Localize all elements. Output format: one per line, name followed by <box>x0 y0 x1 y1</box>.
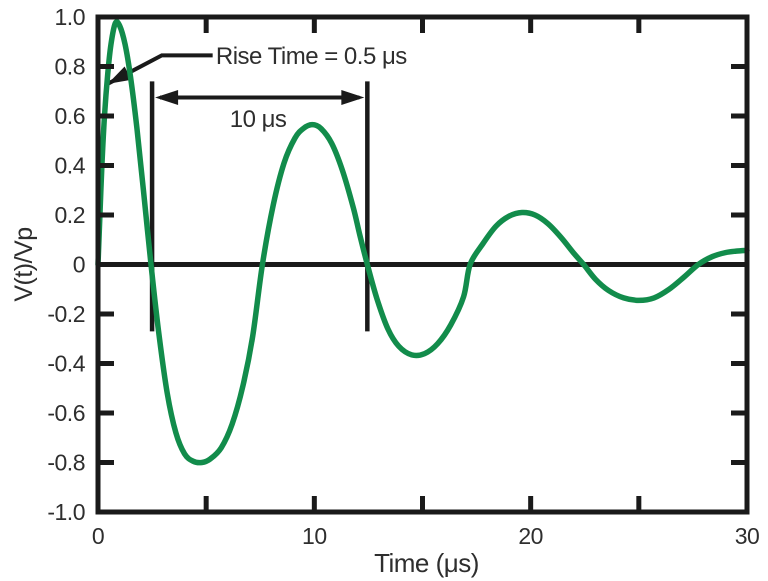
x-tick-label: 20 <box>518 523 543 549</box>
y-tick-label: -0.6 <box>47 400 85 426</box>
y-tick-label: 0.2 <box>55 202 85 228</box>
x-tick-label: 10 <box>302 523 327 549</box>
y-tick-label: 1.0 <box>55 4 85 30</box>
window-arrowhead-right <box>341 89 365 105</box>
y-tick-label: 0 <box>73 252 85 278</box>
y-tick-label: -0.2 <box>47 301 85 327</box>
y-tick-label: 0.8 <box>55 54 85 80</box>
y-tick-label: -1.0 <box>47 499 85 525</box>
ring-period-annotation-label: 10 μs <box>230 106 287 133</box>
x-tick-label: 30 <box>735 523 760 549</box>
y-tick-label: -0.4 <box>47 351 85 377</box>
y-tick-label: 0.4 <box>55 153 86 179</box>
y-tick-label: 0.6 <box>55 103 85 129</box>
ring-wave-curve <box>95 18 750 466</box>
y-tick-label: -0.8 <box>47 450 85 476</box>
rise-time-annotation-label: Rise Time = 0.5 μs <box>216 43 407 70</box>
plot-frame <box>95 14 750 515</box>
x-axis-title: Time (μs) <box>374 548 479 578</box>
window-arrowhead-left <box>155 89 179 105</box>
y-axis-title: V(t)/Vp <box>10 227 38 301</box>
rise-time-arrowhead <box>107 66 132 84</box>
x-tick-label: 0 <box>92 523 104 549</box>
